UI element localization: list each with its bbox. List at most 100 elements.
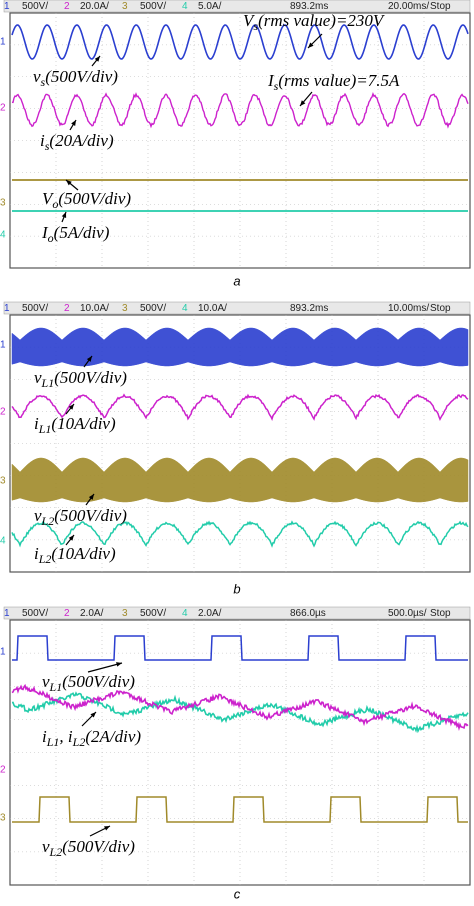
panel-caption: a bbox=[233, 273, 240, 288]
annotation: vL1(500V/div) bbox=[34, 368, 127, 390]
annotation: is(20A/div) bbox=[40, 131, 114, 153]
channel-marker: 3 bbox=[0, 476, 6, 487]
header-item: 10.00ms/ bbox=[388, 303, 429, 314]
annotation: iL2(10A/div) bbox=[34, 544, 116, 566]
trace-il2 bbox=[11, 691, 469, 734]
channel-marker: 4 bbox=[0, 536, 6, 547]
subscript: o bbox=[52, 197, 58, 211]
annotation-text: (500V/div) bbox=[45, 67, 118, 86]
header-item: Stop bbox=[430, 608, 451, 619]
arrow-head bbox=[300, 100, 306, 106]
panel-caption: c bbox=[234, 886, 241, 901]
header-item: 500.0µs/ bbox=[388, 608, 427, 619]
header-item: 2.0A/ bbox=[198, 608, 222, 619]
arrow-head bbox=[308, 42, 314, 48]
header-item: 3 bbox=[122, 1, 128, 12]
header-item: 500V/ bbox=[140, 608, 166, 619]
annotation-text: (rms value)=230V bbox=[258, 11, 386, 30]
header-item: 3 bbox=[122, 303, 128, 314]
trace-is bbox=[11, 92, 469, 129]
arrow-head bbox=[88, 494, 94, 500]
annotation-text: V bbox=[42, 189, 55, 208]
header-item: 893.2ms bbox=[290, 1, 328, 12]
annotation-text: v bbox=[34, 506, 42, 525]
annotation-text: v bbox=[33, 67, 41, 86]
header-bar bbox=[3, 606, 471, 620]
trace-il1 bbox=[11, 683, 469, 732]
header-item: 866.0µs bbox=[290, 608, 326, 619]
annotation-text: (500V/div) bbox=[54, 506, 127, 525]
header-item: 500V/ bbox=[22, 608, 48, 619]
annotation: iL1(10A/div) bbox=[34, 414, 116, 436]
channel-marker: 3 bbox=[0, 813, 6, 824]
header-item: 4 bbox=[182, 303, 188, 314]
annotation-text: (500V/div) bbox=[54, 368, 127, 387]
subscript: L2 bbox=[49, 845, 63, 859]
channel-marker: 2 bbox=[0, 407, 6, 418]
arrow-head bbox=[66, 180, 72, 186]
channel-marker: 2 bbox=[0, 103, 6, 114]
annotation: Vo(500V/div) bbox=[42, 189, 131, 211]
header-item: Stop bbox=[430, 1, 451, 12]
header-item: 893.2ms bbox=[290, 303, 328, 314]
annotation-text: v bbox=[34, 368, 42, 387]
subscript: o bbox=[48, 231, 54, 245]
annotation-text: (10A/div) bbox=[51, 544, 116, 563]
arrow-head bbox=[116, 662, 122, 667]
annotation-text: (500V/div) bbox=[62, 837, 135, 856]
header-item: 500V/ bbox=[22, 1, 48, 12]
subscript: s bbox=[274, 79, 279, 93]
header-item: 2.0A/ bbox=[80, 608, 104, 619]
channel-marker: 4 bbox=[0, 230, 6, 241]
header-item: 1 bbox=[4, 608, 10, 619]
annotation: vs(500V/div) bbox=[33, 67, 118, 89]
header-item: 3 bbox=[122, 608, 128, 619]
subscript: L1 bbox=[38, 422, 52, 436]
trace-vl1 bbox=[12, 635, 468, 661]
annotation: vL2(500V/div) bbox=[34, 506, 127, 528]
arrow-head bbox=[94, 56, 100, 62]
channel-marker: 1 bbox=[0, 647, 6, 658]
annotation-text: (20A/div) bbox=[49, 131, 114, 150]
annotation-text: I bbox=[267, 71, 275, 90]
annotation-text: (500V/div) bbox=[62, 672, 135, 691]
subscript: s bbox=[253, 19, 258, 33]
subscript: s bbox=[45, 139, 50, 153]
channel-marker: 3 bbox=[0, 198, 6, 209]
channel-marker: 1 bbox=[0, 340, 6, 351]
header-item: 1 bbox=[4, 303, 10, 314]
subscript: L1 bbox=[49, 680, 63, 694]
annotation-text: i bbox=[42, 727, 47, 746]
header-item: 500V/ bbox=[22, 303, 48, 314]
channel-marker: 2 bbox=[0, 765, 6, 776]
header-item: Stop bbox=[430, 303, 451, 314]
annotation-text: (500V/div) bbox=[58, 189, 131, 208]
annotation: Is(rms value)=7.5A bbox=[267, 71, 400, 93]
header-item: 2 bbox=[64, 303, 70, 314]
header-item: 10.0A/ bbox=[198, 303, 227, 314]
subscript: L1 bbox=[41, 376, 55, 390]
annotation-text: I bbox=[41, 223, 49, 242]
header-bar bbox=[3, 0, 471, 13]
header-item: 20.00ms/ bbox=[388, 1, 429, 12]
subscript: L1 bbox=[46, 735, 60, 749]
trace-vl2 bbox=[12, 796, 468, 823]
subscript: s bbox=[41, 75, 46, 89]
header-item: 4 bbox=[182, 608, 188, 619]
annotation: iL1, iL2(2A/div) bbox=[42, 727, 141, 749]
annotation-text: i bbox=[40, 131, 45, 150]
arrow-head bbox=[104, 826, 110, 831]
trace-il2 bbox=[11, 520, 469, 548]
subscript: L2 bbox=[72, 735, 86, 749]
header-item: 20.0A/ bbox=[80, 1, 109, 12]
header-item: 2 bbox=[64, 608, 70, 619]
header-item: 10.0A/ bbox=[80, 303, 109, 314]
arrow-head bbox=[68, 535, 74, 541]
header-item: 1 bbox=[4, 1, 10, 12]
header-item: 4 bbox=[182, 1, 188, 12]
annotation: vL2(500V/div) bbox=[42, 837, 135, 859]
annotation-text: V bbox=[243, 11, 256, 30]
arrow-head bbox=[61, 212, 67, 218]
